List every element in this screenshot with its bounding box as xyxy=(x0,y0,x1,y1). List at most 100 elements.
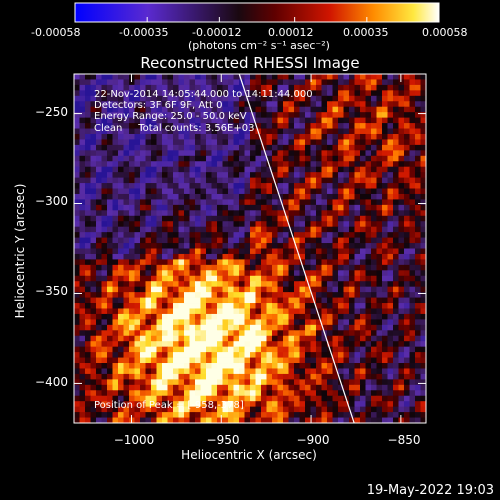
heatmap-cell xyxy=(85,270,91,277)
heatmap-cell xyxy=(206,412,212,418)
heatmap-cell xyxy=(222,226,229,233)
heatmap-cell xyxy=(393,357,399,364)
heatmap-cell xyxy=(272,221,278,228)
heatmap-cell xyxy=(371,319,377,326)
heatmap-cell xyxy=(222,128,229,135)
heatmap-cell xyxy=(217,161,223,168)
heatmap-cell xyxy=(79,188,86,195)
heatmap-cell xyxy=(360,395,366,402)
heatmap-cell xyxy=(101,144,108,151)
heatmap-cell xyxy=(387,308,394,315)
heatmap-cell xyxy=(244,139,251,146)
heatmap-cell xyxy=(277,401,284,408)
heatmap-cell xyxy=(294,373,300,380)
heatmap-cell xyxy=(354,237,361,244)
heatmap-cell xyxy=(277,155,284,162)
heatmap-cell xyxy=(288,406,295,413)
heatmap-cell xyxy=(409,210,416,217)
heatmap-cell xyxy=(250,379,256,386)
heatmap-cell xyxy=(349,297,355,304)
heatmap-cell xyxy=(211,313,218,320)
heatmap-cell xyxy=(420,210,426,217)
heatmap-cell xyxy=(343,379,350,386)
heatmap-cell xyxy=(316,352,322,358)
heatmap-cell xyxy=(134,384,141,391)
heatmap-cell xyxy=(343,259,350,266)
heatmap-cell xyxy=(206,188,212,195)
heatmap-cell xyxy=(178,95,185,102)
heatmap-cell xyxy=(338,330,344,337)
heatmap-cell xyxy=(255,139,262,146)
heatmap-cell xyxy=(96,237,102,244)
heatmap-cell xyxy=(107,330,113,337)
heatmap-cell xyxy=(228,183,234,189)
heatmap-cell xyxy=(343,226,350,233)
heatmap-cell xyxy=(316,232,322,238)
heatmap-cell xyxy=(305,395,311,402)
heatmap-cell xyxy=(261,390,267,397)
heatmap-cell xyxy=(129,341,135,348)
heatmap-cell xyxy=(365,270,372,277)
heatmap-cell xyxy=(167,335,174,342)
heatmap-cell xyxy=(151,150,157,157)
heatmap-cell xyxy=(178,401,185,408)
heatmap-cell xyxy=(239,395,245,402)
heatmap-cell xyxy=(211,193,218,200)
heatmap-cell xyxy=(316,330,322,337)
heatmap-cell xyxy=(167,324,174,331)
heatmap-cell xyxy=(189,412,196,418)
heatmap-cell xyxy=(123,270,130,277)
heatmap-cell xyxy=(255,133,262,140)
heatmap-cell xyxy=(360,259,366,266)
heatmap-cell xyxy=(420,237,426,244)
heatmap-cell xyxy=(206,352,212,358)
heatmap-cell xyxy=(222,363,229,369)
heatmap-cell xyxy=(129,90,135,97)
heatmap-cell xyxy=(415,324,421,331)
heatmap-cell xyxy=(382,101,388,108)
heatmap-cell xyxy=(233,248,240,255)
heatmap-cell xyxy=(101,292,108,298)
heatmap-cell xyxy=(387,232,394,238)
heatmap-cell xyxy=(305,373,311,380)
heatmap-cell xyxy=(250,390,256,397)
heatmap-cell xyxy=(382,117,388,124)
heatmap-cell xyxy=(327,188,333,195)
heatmap-cell xyxy=(310,226,317,233)
heatmap-cell xyxy=(354,95,361,102)
heatmap-cell xyxy=(266,259,273,266)
heatmap-cell xyxy=(96,417,102,423)
heatmap-cell xyxy=(288,292,295,298)
heatmap-cell xyxy=(156,417,163,423)
heatmap-cell xyxy=(118,368,124,375)
heatmap-cell xyxy=(404,193,410,200)
heatmap-cell xyxy=(283,352,289,358)
heatmap-cell xyxy=(398,232,405,238)
heatmap-cell xyxy=(272,406,278,413)
heatmap-cell xyxy=(420,412,426,418)
heatmap-cell xyxy=(101,155,108,162)
heatmap-cell xyxy=(409,330,416,337)
heatmap-cell xyxy=(167,172,174,179)
heatmap-cell xyxy=(261,275,267,282)
heatmap-cell xyxy=(387,133,394,140)
heatmap-cell xyxy=(305,286,311,293)
heatmap-cell xyxy=(343,221,350,228)
heatmap-cell xyxy=(79,155,86,162)
heatmap-cell xyxy=(316,368,322,375)
heatmap-cell xyxy=(217,166,223,173)
heatmap-cell xyxy=(283,368,289,375)
heatmap-cell xyxy=(178,330,185,337)
heatmap-cell xyxy=(167,341,174,348)
heatmap-cell xyxy=(266,248,273,255)
heatmap-cell xyxy=(255,210,262,217)
heatmap-cell xyxy=(90,172,97,179)
heatmap-cell xyxy=(217,390,223,397)
heatmap-cell xyxy=(96,281,102,288)
heatmap-cell xyxy=(79,297,86,304)
heatmap-cell xyxy=(74,275,80,282)
heatmap-cell xyxy=(299,128,306,135)
heatmap-cell xyxy=(96,379,102,386)
heatmap-cell xyxy=(85,183,91,189)
heatmap-cell xyxy=(327,373,333,380)
